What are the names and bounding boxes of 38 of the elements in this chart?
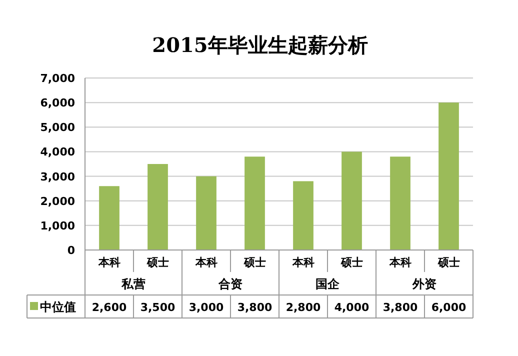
chart-title: 2015年毕业生起薪分析 (152, 33, 368, 57)
y-tick-label: 7,000 (40, 72, 76, 85)
x-tick-label: 本科 (97, 256, 120, 269)
y-tick-label: 0 (67, 244, 76, 257)
bar (438, 102, 459, 250)
y-tick-label: 4,000 (40, 146, 76, 159)
bar (244, 156, 265, 250)
x-tick-label: 硕士 (340, 256, 363, 269)
bar (390, 156, 410, 250)
data-label: 6,000 (431, 301, 466, 314)
text: 国企 (316, 277, 340, 291)
bar (293, 181, 314, 250)
bar (342, 152, 362, 250)
data-label: 3,500 (140, 301, 176, 314)
bar (148, 164, 168, 250)
text: 外资 (412, 277, 436, 291)
x-tick-label: 硕士 (242, 256, 266, 269)
legend-label: 中位值 (40, 300, 76, 314)
x-tick-label: 本科 (291, 256, 314, 269)
text: 合资 (218, 277, 242, 291)
y-tick-label: 5,000 (40, 121, 76, 134)
y-tick-label: 3,000 (40, 170, 76, 184)
data-label: 2,600 (92, 301, 127, 314)
x-tick-label: 硕士 (436, 256, 460, 269)
data-label: 2,800 (286, 301, 321, 314)
x-tick-label: 硕士 (146, 256, 169, 269)
x-tick-label: 本科 (194, 256, 218, 269)
bar (99, 186, 120, 250)
data-label: 4,000 (334, 301, 370, 314)
y-tick-label: 1,000 (40, 219, 76, 232)
data-label: 3,800 (382, 301, 418, 314)
data-label: 3,000 (188, 301, 224, 314)
y-tick-label: 2,000 (40, 194, 76, 208)
bar (196, 176, 216, 250)
y-tick-label: 6,000 (40, 96, 76, 110)
x-tick-label: 本科 (388, 256, 412, 269)
text: 私营 (120, 277, 146, 291)
data-label: 3,800 (237, 301, 272, 314)
